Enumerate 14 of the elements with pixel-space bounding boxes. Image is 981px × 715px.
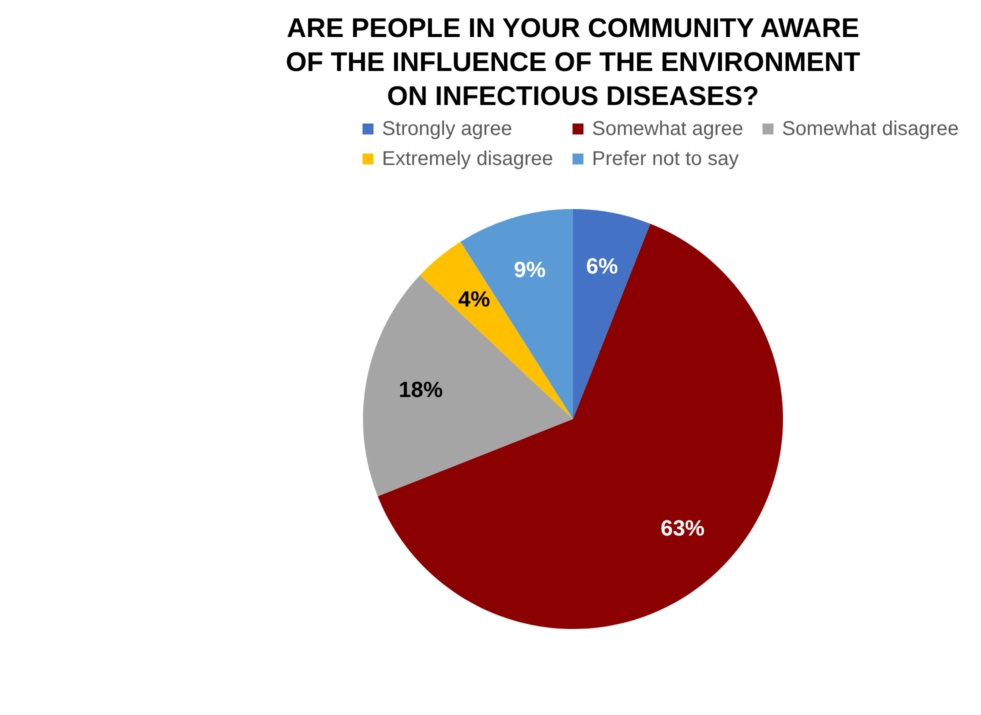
legend-label: Strongly agree <box>382 118 512 140</box>
data-label: 18% <box>398 376 443 402</box>
legend-label: Somewhat agree <box>592 118 744 140</box>
data-label: 4% <box>458 286 490 312</box>
data-label: 63% <box>660 516 705 541</box>
legend-label: Extremely disagree <box>382 148 554 170</box>
legend-label: Somewhat disagree <box>782 118 959 140</box>
data-label: 9% <box>514 257 546 282</box>
chart-title: ARE PEOPLE IN YOUR COMMUNITY AWARE OF THE INFLUENCE OF THE ENVIRONMENT ON INFECTIOUS DISEASES? <box>286 13 861 111</box>
legend-label: Prefer not to say <box>592 148 739 170</box>
pie-slice <box>378 224 783 629</box>
pie-slice <box>573 209 650 419</box>
data-label: 6% <box>586 254 618 279</box>
pie-slice <box>460 209 573 419</box>
